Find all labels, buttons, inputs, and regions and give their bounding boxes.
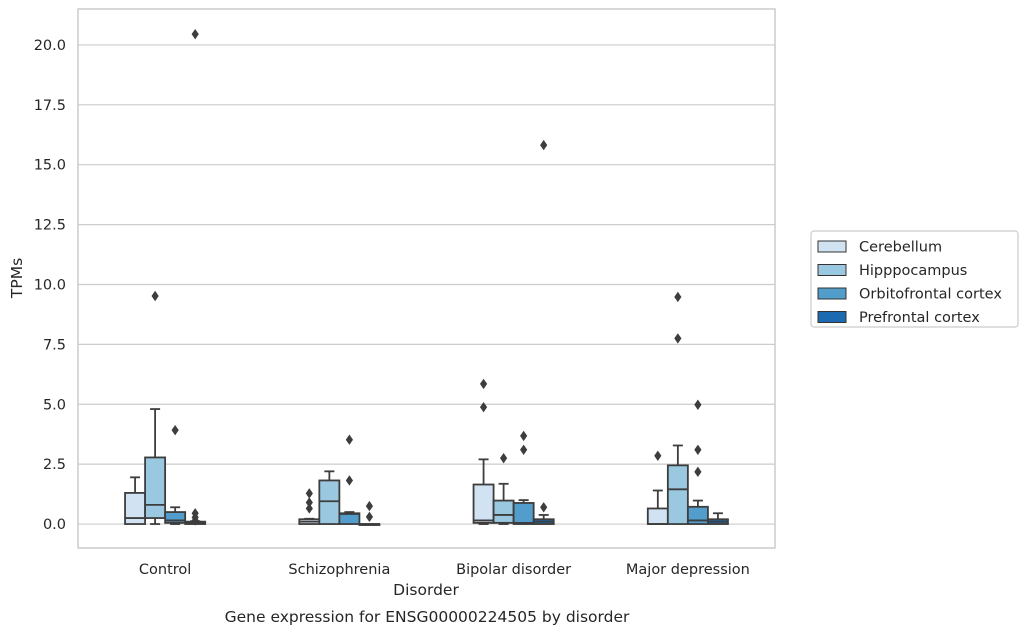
box-cerebellum-1 [298,488,321,525]
outlier-point [171,424,179,436]
outlier-point [674,291,682,303]
box-orbitofrontal-cortex-0 [164,424,187,525]
box-body [318,479,341,525]
outlier-point [520,430,528,442]
outlier-point [540,502,548,513]
box-cerebellum-0 [124,476,146,525]
box-body [164,511,187,524]
box-hipppocampus-1 [318,470,341,525]
y-tick-label: 17.5 [34,98,66,114]
x-tick-label: Bipolar disorder [456,562,571,578]
box-body [492,499,515,524]
y-tick-label: 5.0 [43,397,66,413]
box-orbitofrontal-cortex-2 [512,430,535,525]
box-body [646,507,669,525]
outlier-point [345,434,353,445]
box-hipppocampus-0 [144,290,167,525]
outlier-point [365,500,374,512]
box-body [124,492,146,525]
outlier-point [305,503,313,514]
grid-lines [78,44,775,525]
legend-swatch [817,311,847,323]
x-tick-label: Schizophrenia [288,562,390,578]
legend-swatch [817,287,847,300]
box-cerebellum-2 [472,378,495,525]
box-hipppocampus-3 [666,291,689,525]
y-tick-label: 7.5 [43,337,66,353]
outlier-point [540,139,548,151]
legend-label: Orbitofrontal cortex [859,287,1002,303]
y-tick-labels: 0.0 2.5 5.0 7.5 10.0 12.5 15.0 17.5 20.0 [34,38,66,533]
x-tick-label: Major depression [626,562,750,578]
y-tick-label: 0.0 [43,517,66,533]
legend-label: Hipppocampus [859,263,967,279]
box-prefrontal-cortex-3 [707,512,729,525]
outlier-point [479,401,488,413]
outlier-point [654,450,662,461]
box-body [666,464,689,525]
x-tick-labels: Control Schizophrenia Bipolar disorder Majo… [139,562,750,578]
legend: Cerebellum Hipppocampus Orbitofrontal cort… [810,230,1019,328]
box-orbitofrontal-cortex-3 [686,399,709,525]
box-cerebellum-3 [646,450,669,525]
outlier-point [305,488,313,499]
axes-frame [77,8,776,549]
y-axis-label: TPMs [8,258,26,299]
outlier-point [191,508,199,519]
outlier-point [674,333,682,344]
legend-swatch [817,240,847,253]
box-prefrontal-cortex-2 [532,139,555,525]
outlier-point [305,497,313,508]
y-tick-label: 10.0 [34,277,66,293]
legend-label: Prefrontal cortex [859,310,980,326]
box-prefrontal-cortex-0 [184,28,207,526]
y-tick-label: 15.0 [34,158,66,174]
y-tick-label: 20.0 [34,38,66,54]
legend-frame [810,230,1019,328]
outlier-point [151,290,159,302]
box-orbitofrontal-cortex-1 [338,434,361,525]
y-tick-label: 12.5 [34,218,66,234]
y-tick-label: 2.5 [43,457,66,473]
chart-caption: Gene expression for ENSG00000224505 by d… [225,608,630,626]
outlier-point [694,399,702,410]
box-body [144,456,167,519]
plot-boxes [124,28,729,526]
outlier-point [479,378,488,390]
outlier-point [191,28,199,40]
box-body [512,502,535,525]
legend-label: Cerebellum [859,240,942,256]
box-hipppocampus-2 [492,452,515,525]
box-body [472,483,495,524]
x-tick-label: Control [139,562,191,578]
box-body [686,505,709,525]
x-axis-label: Disorder [393,581,459,599]
plot-frame [77,8,776,549]
box-prefrontal-cortex-1 [358,500,381,526]
outlier-point [694,444,702,455]
outlier-point [345,475,353,486]
legend-swatch [817,264,847,276]
outlier-point [500,452,508,464]
outlier-point [520,444,528,455]
outlier-point [365,511,374,523]
outlier-point [694,466,702,478]
